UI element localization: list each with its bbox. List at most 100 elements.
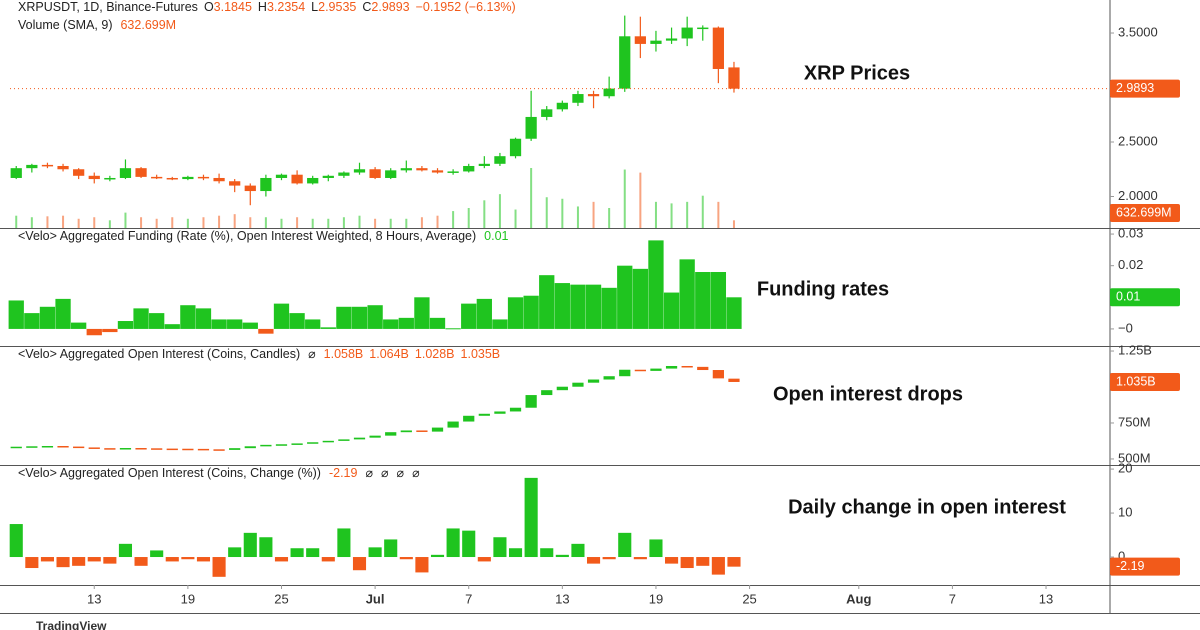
candle-body xyxy=(525,116,537,139)
header-text: 1.064B xyxy=(369,347,409,361)
volume-bar xyxy=(108,220,111,228)
candle-body xyxy=(197,448,210,451)
candle-body xyxy=(260,177,272,192)
volume-bar xyxy=(186,218,189,228)
x-tick-label: 13 xyxy=(87,591,101,606)
volume-bar xyxy=(686,201,689,228)
bar xyxy=(398,317,414,329)
candle-body xyxy=(619,369,631,377)
header-text: ⌀ xyxy=(381,466,389,480)
bar xyxy=(102,328,118,333)
pane-header: XRPUSDT, 1D, Binance-Futures O3.1845 H3.23… xyxy=(18,0,516,14)
volume-bar xyxy=(233,214,236,228)
volume-bar xyxy=(342,217,345,228)
header-text: H xyxy=(258,0,267,14)
bar xyxy=(195,308,212,329)
candle-body xyxy=(166,177,178,180)
bar xyxy=(181,557,195,560)
bar xyxy=(368,547,382,558)
candle-body xyxy=(681,365,693,368)
x-tick-label: 25 xyxy=(274,591,288,606)
value-badge-label: 0.01 xyxy=(1116,290,1140,304)
candle-body xyxy=(400,430,412,433)
volume-bar xyxy=(514,209,517,228)
candle-body xyxy=(447,171,459,173)
candle-body xyxy=(385,170,397,178)
y-tick-label: 3.5000 xyxy=(1118,24,1158,39)
bar xyxy=(710,272,727,329)
annotation: Daily change in open interest xyxy=(788,496,1066,518)
volume-bar xyxy=(15,215,18,228)
bar xyxy=(165,557,179,562)
bar xyxy=(227,319,243,329)
value-badge-label: 632.699M xyxy=(1116,205,1172,219)
candle-body xyxy=(728,378,740,382)
bar xyxy=(726,297,742,329)
bar xyxy=(570,284,586,329)
candle-body xyxy=(665,38,678,41)
candle-body xyxy=(244,185,256,192)
candle-body xyxy=(431,170,444,173)
volume-bar xyxy=(249,217,252,228)
bar xyxy=(24,313,40,329)
header-text: ⌀ xyxy=(397,466,405,480)
candle-body xyxy=(400,168,412,171)
bar xyxy=(133,308,149,329)
volume-bar xyxy=(405,218,408,228)
header-text: L xyxy=(311,0,318,14)
bar xyxy=(617,265,633,329)
bar xyxy=(25,557,39,569)
bar xyxy=(134,557,148,566)
candle-body xyxy=(728,67,740,89)
volume-bar xyxy=(498,194,501,228)
volume-bar xyxy=(93,217,96,228)
candle-body xyxy=(650,40,662,44)
bar xyxy=(461,303,477,329)
bar xyxy=(228,547,242,558)
value-badge-label: -2.19 xyxy=(1116,559,1145,573)
volume-bar xyxy=(327,218,330,228)
bar xyxy=(586,557,601,564)
bar xyxy=(523,295,539,329)
volume-bar xyxy=(732,220,735,228)
bar xyxy=(492,319,508,329)
candle-body xyxy=(119,448,132,450)
bar xyxy=(539,275,555,329)
y-tick-label: 500M xyxy=(1118,450,1151,465)
bar xyxy=(336,306,352,329)
bar xyxy=(476,298,492,329)
candle-body xyxy=(338,439,350,441)
volume-bar xyxy=(608,208,611,228)
candle-body xyxy=(213,177,225,182)
bar xyxy=(352,557,367,571)
bar xyxy=(87,557,101,562)
y-tick-label: 0.02 xyxy=(1118,257,1143,272)
candle-body xyxy=(88,175,100,180)
x-tick-label: 25 xyxy=(742,591,756,606)
pane-header: <Velo> Aggregated Open Interest (Coins, … xyxy=(18,466,420,480)
candle-body xyxy=(229,448,241,450)
candle-body xyxy=(353,437,366,440)
candle-body xyxy=(229,181,241,186)
candle-body xyxy=(88,447,100,449)
bar xyxy=(72,557,86,566)
bar xyxy=(259,537,273,558)
bar xyxy=(727,557,741,567)
candle-body xyxy=(712,370,724,379)
header-text: C xyxy=(362,0,371,14)
bar xyxy=(601,287,617,329)
volume-bar xyxy=(171,217,174,228)
candle-body xyxy=(291,174,303,184)
volume-bar xyxy=(483,200,486,228)
volume-bar xyxy=(452,211,455,228)
y-tick-label: −0 xyxy=(1118,320,1133,335)
bar xyxy=(632,268,648,329)
candle-body xyxy=(182,176,194,180)
bar xyxy=(164,324,180,329)
bar xyxy=(305,319,321,329)
bar xyxy=(711,557,725,575)
annotation: XRP Prices xyxy=(804,62,910,84)
candle-body xyxy=(587,94,600,97)
candle-body xyxy=(197,176,210,179)
candle-body xyxy=(151,448,163,450)
